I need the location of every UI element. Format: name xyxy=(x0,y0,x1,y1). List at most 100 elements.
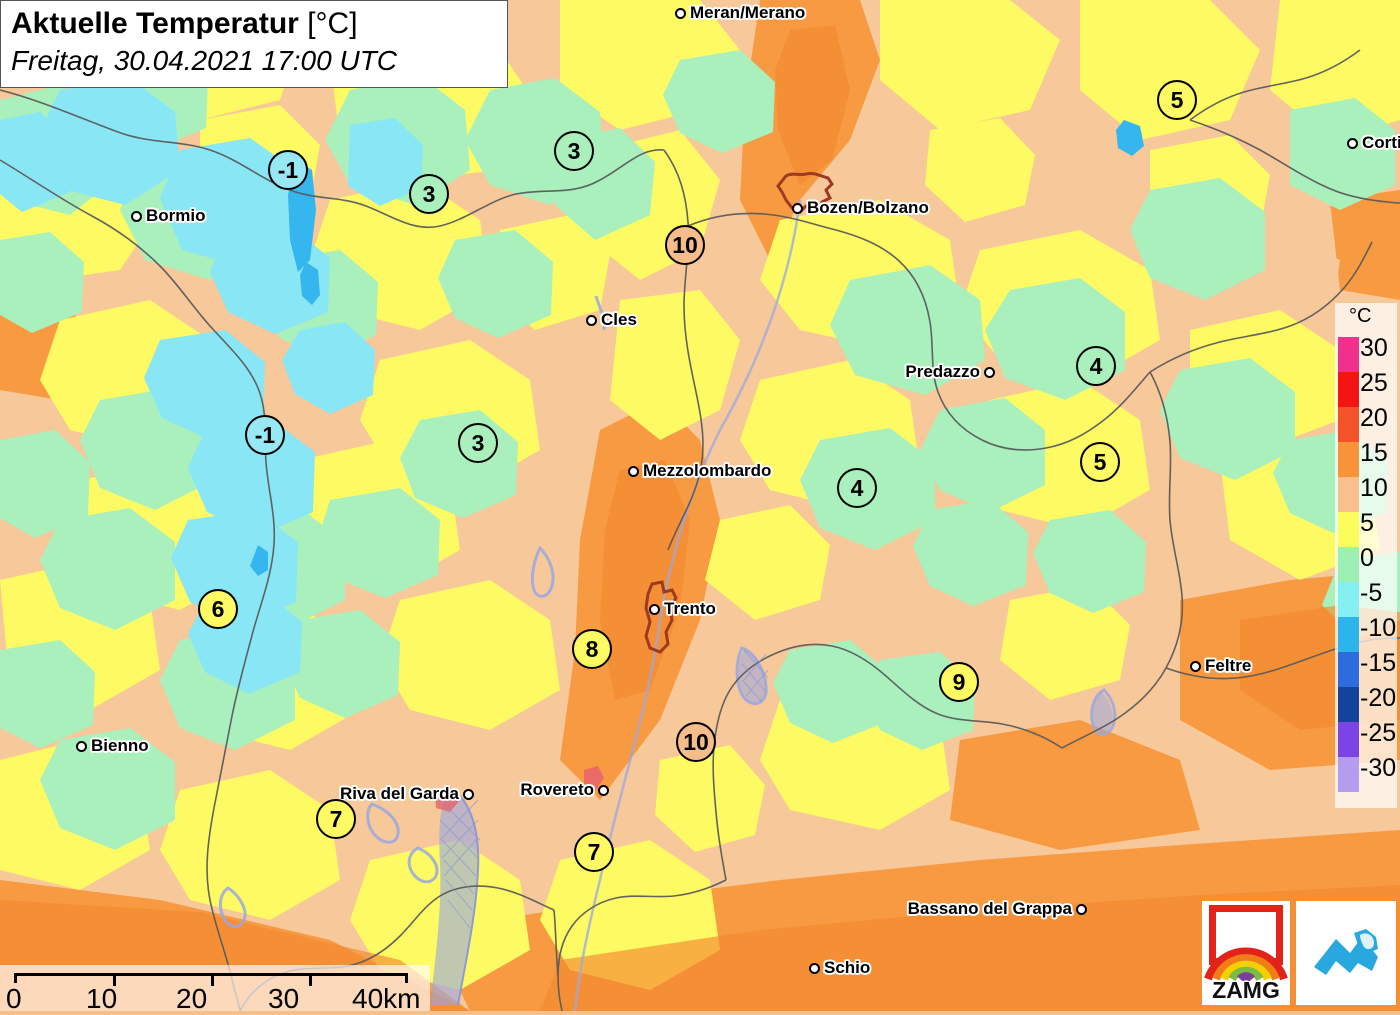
city-schio[interactable]: Schio xyxy=(809,958,870,978)
city-trento[interactable]: Trento xyxy=(649,599,716,619)
city-marker-icon xyxy=(463,788,474,800)
logo-group: ZAMG xyxy=(1202,901,1396,1005)
legend-tick-0: 0 xyxy=(1360,544,1374,572)
city-label-text: Bormio xyxy=(146,206,206,225)
legend-tick--25: -25 xyxy=(1360,719,1397,747)
map-title-unit: [°C] xyxy=(307,7,358,40)
city-bassano[interactable]: Bassano del Grappa xyxy=(908,899,1087,919)
scale-tick-20 xyxy=(211,976,214,986)
map-title-text: Aktuelle Temperatur xyxy=(11,7,299,40)
legend-tick-20: 20 xyxy=(1360,404,1388,432)
scale-tick-30 xyxy=(309,976,312,986)
legend-band--30 xyxy=(1338,757,1359,792)
legend-band-15 xyxy=(1338,442,1359,477)
city-cles[interactable]: Cles xyxy=(586,310,637,330)
legend-color-bands xyxy=(1338,337,1359,792)
city-label-text: Predazzo xyxy=(905,362,980,381)
station-3-north[interactable]: 3 xyxy=(554,131,594,171)
city-bormio[interactable]: Bormio xyxy=(131,206,206,226)
city-label-text: Riva del Garda xyxy=(339,784,459,803)
legend-band--10 xyxy=(1338,617,1359,652)
city-marker-icon xyxy=(586,314,597,326)
legend-band-20 xyxy=(1338,407,1359,442)
legend-tick--5: -5 xyxy=(1360,579,1383,607)
station-3-mid[interactable]: 3 xyxy=(458,423,498,463)
city-meran[interactable]: Meran/Merano xyxy=(675,3,805,23)
legend-unit-label: °C xyxy=(1349,305,1372,327)
city-predazzo[interactable]: Predazzo xyxy=(905,362,995,382)
legend-band-25 xyxy=(1338,372,1359,407)
city-marker-icon xyxy=(675,7,686,19)
legend-band--15 xyxy=(1338,652,1359,687)
station-5-east[interactable]: 5 xyxy=(1080,442,1120,482)
city-marker-icon xyxy=(76,740,87,752)
scale-label-4: 40km xyxy=(352,983,421,1014)
scale-label-0: 0 xyxy=(6,983,22,1014)
city-label-text: Cles xyxy=(601,310,637,329)
station-3-northwest[interactable]: 3 xyxy=(409,174,449,214)
city-rovereto[interactable]: Rovereto xyxy=(520,780,609,800)
map-title-box: Aktuelle Temperatur [°C] Freitag, 30.04.… xyxy=(0,0,508,88)
city-label-text: Bienno xyxy=(91,736,149,755)
city-mezzolombardo[interactable]: Mezzolombardo xyxy=(628,461,771,481)
legend-tick--10: -10 xyxy=(1360,614,1397,642)
station-6-west[interactable]: 6 xyxy=(198,589,238,629)
station-4-valsugana[interactable]: 4 xyxy=(837,468,877,508)
temperature-legend: °C 30 25 20 15 10 5 0 -5 -10 -15 -20 -25 -30 xyxy=(1335,303,1397,808)
scale-bar-axis xyxy=(14,973,408,986)
legend-band--20 xyxy=(1338,687,1359,722)
station-5-north[interactable]: 5 xyxy=(1157,80,1197,120)
legend-tick-10: 10 xyxy=(1360,474,1388,502)
legend-tick-25: 25 xyxy=(1360,369,1388,397)
legend-tick-15: 15 xyxy=(1360,439,1388,467)
legend-tick-labels: 30 25 20 15 10 5 0 -5 -10 -15 -20 -25 -30 xyxy=(1360,334,1397,792)
city-marker-icon xyxy=(1190,660,1201,672)
legend-tick-30: 30 xyxy=(1360,334,1388,362)
legend-tick--15: -15 xyxy=(1360,649,1397,677)
station-4-predazzo[interactable]: 4 xyxy=(1076,346,1116,386)
city-marker-icon xyxy=(792,202,803,214)
legend-band-30 xyxy=(1338,337,1359,372)
station-10-trentino-n[interactable]: 10 xyxy=(665,225,705,265)
legend-tick--30: -30 xyxy=(1360,754,1397,782)
city-marker-icon xyxy=(131,210,142,222)
legend-band-5 xyxy=(1338,512,1359,547)
map-title: Aktuelle Temperatur [°C] xyxy=(11,5,497,43)
station-7-south[interactable]: 7 xyxy=(574,832,614,872)
legend-band--5 xyxy=(1338,582,1359,617)
mountain-logo[interactable] xyxy=(1296,901,1396,1005)
city-label-text: Schio xyxy=(824,958,871,977)
map-datetime: Freitag, 30.04.2021 17:00 UTC xyxy=(11,45,398,76)
city-label-text: Feltre xyxy=(1205,656,1252,675)
city-label-text: Rovereto xyxy=(520,780,594,799)
scale-bar-labels: 0 10 20 30 40km xyxy=(0,983,430,1014)
rainbow-icon xyxy=(1204,947,1288,981)
city-bienno[interactable]: Bienno xyxy=(76,736,149,756)
scale-label-3: 30 xyxy=(268,983,300,1014)
station-minus1-west[interactable]: -1 xyxy=(245,415,285,455)
city-riva[interactable]: Riva del Garda xyxy=(340,784,474,804)
city-cortina[interactable]: Cortin xyxy=(1347,133,1400,153)
zamg-logo[interactable]: ZAMG xyxy=(1202,901,1290,1005)
station-10-south[interactable]: 10 xyxy=(676,722,716,762)
city-bozen[interactable]: Bozen/Bolzano xyxy=(792,198,929,218)
station-7-garda[interactable]: 7 xyxy=(316,799,356,839)
city-label-text: Bozen/Bolzano xyxy=(807,198,929,217)
legend-band-0 xyxy=(1338,547,1359,582)
city-label-text: Cortin xyxy=(1362,133,1400,152)
city-feltre[interactable]: Feltre xyxy=(1190,656,1251,676)
distance-scale-bar: 0 10 20 30 40km xyxy=(0,965,430,1014)
mountain-icon xyxy=(1314,929,1378,975)
station-9-east[interactable]: 9 xyxy=(939,662,979,702)
legend-band--25 xyxy=(1338,722,1359,757)
city-label-text: Bassano del Grappa xyxy=(907,899,1072,918)
city-marker-icon xyxy=(598,784,609,796)
city-label-text: Meran/Merano xyxy=(690,3,806,22)
city-marker-icon xyxy=(809,962,820,974)
city-marker-icon xyxy=(1347,137,1358,149)
station-minus1-bormio[interactable]: -1 xyxy=(268,150,308,190)
station-8-trento[interactable]: 8 xyxy=(572,629,612,669)
city-label-text: Trento xyxy=(664,599,716,618)
zamg-wordmark: ZAMG xyxy=(1212,977,1280,1003)
